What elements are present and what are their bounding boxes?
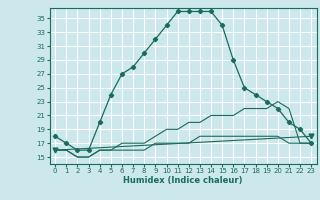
X-axis label: Humidex (Indice chaleur): Humidex (Indice chaleur) (124, 176, 243, 185)
